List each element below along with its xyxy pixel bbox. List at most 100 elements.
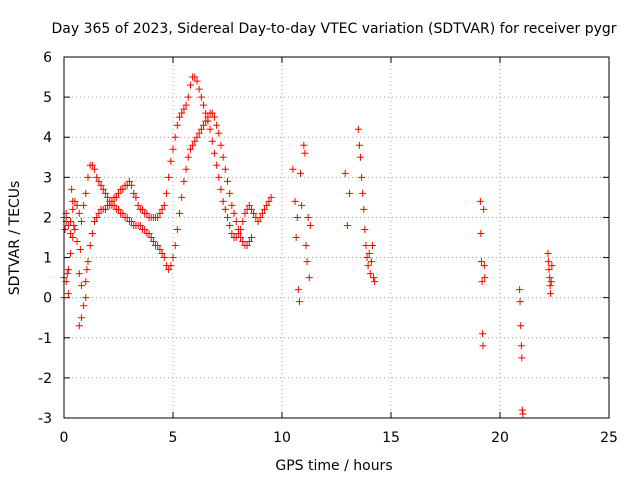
data-point <box>173 225 181 233</box>
data-point <box>115 189 122 197</box>
data-point <box>518 354 526 362</box>
data-point <box>160 201 168 209</box>
x-tick-label: 20 <box>491 430 509 446</box>
data-points <box>60 73 556 418</box>
data-point <box>165 173 173 181</box>
data-point <box>178 193 186 201</box>
data-point <box>130 189 138 197</box>
series-scattered-passes <box>60 125 556 418</box>
data-point <box>110 201 118 209</box>
data-point <box>356 153 364 161</box>
data-point <box>119 185 127 193</box>
data-point <box>195 85 203 93</box>
data-point <box>69 234 77 241</box>
chart-title: Day 365 of 2023, Sidereal Day-to-day VTE… <box>51 21 616 37</box>
data-point <box>99 185 107 193</box>
data-point <box>180 177 188 185</box>
data-point <box>354 125 362 133</box>
data-point <box>82 189 90 197</box>
data-point <box>289 165 297 173</box>
data-point <box>128 181 136 189</box>
data-point <box>154 242 162 250</box>
data-point <box>544 258 552 266</box>
data-point <box>224 213 231 221</box>
data-point <box>368 242 376 250</box>
data-point <box>82 294 90 302</box>
data-point <box>160 254 168 262</box>
data-point <box>182 165 190 173</box>
data-point <box>158 250 166 258</box>
data-point <box>69 205 77 213</box>
data-point <box>184 153 192 161</box>
data-point <box>478 278 486 286</box>
data-point <box>64 290 72 298</box>
data-point <box>76 246 84 254</box>
data-point <box>215 129 223 137</box>
data-point <box>291 197 299 205</box>
data-point <box>189 141 197 149</box>
data-point <box>346 189 354 197</box>
data-point <box>143 209 151 217</box>
data-point <box>479 342 487 350</box>
data-point <box>215 173 223 181</box>
x-tick-label: 10 <box>273 430 291 446</box>
data-point <box>167 262 175 270</box>
data-point <box>83 266 91 274</box>
data-point <box>197 125 205 133</box>
data-point <box>93 213 101 221</box>
data-point <box>136 221 144 229</box>
data-point <box>219 197 227 205</box>
data-point <box>73 201 81 209</box>
data-point <box>355 141 363 149</box>
data-point <box>293 213 301 221</box>
data-point <box>173 121 181 129</box>
data-point <box>193 133 201 141</box>
data-point <box>254 217 262 225</box>
data-point <box>77 314 85 322</box>
data-point <box>258 209 266 217</box>
data-point <box>119 209 127 217</box>
data-point <box>176 113 184 121</box>
y-tick-label: -3 <box>38 411 52 427</box>
data-point <box>206 125 214 133</box>
data-point <box>193 77 201 85</box>
data-point <box>300 141 308 149</box>
data-point <box>221 205 229 213</box>
data-point <box>195 129 203 137</box>
data-point <box>208 109 216 117</box>
data-point <box>295 298 303 306</box>
data-point <box>200 121 208 129</box>
data-point <box>167 157 175 165</box>
data-point <box>156 209 164 217</box>
data-point <box>261 205 269 213</box>
data-point <box>303 258 311 266</box>
data-point <box>256 213 264 221</box>
data-point <box>517 322 525 330</box>
data-point <box>477 229 485 237</box>
data-point <box>306 221 314 229</box>
data-point <box>169 254 177 262</box>
data-point <box>180 105 188 113</box>
x-axis-label: GPS time / hours <box>275 458 392 474</box>
x-tick-label: 25 <box>600 430 618 446</box>
data-point <box>67 250 75 258</box>
data-point <box>217 141 225 149</box>
data-point <box>239 238 247 246</box>
data-point <box>304 213 312 221</box>
data-point <box>186 81 194 89</box>
data-point <box>71 225 79 233</box>
data-point <box>297 169 305 177</box>
data-point <box>243 242 251 250</box>
data-point <box>341 169 349 177</box>
data-point <box>125 177 133 185</box>
data-point <box>123 213 131 221</box>
data-point <box>546 282 554 290</box>
data-point <box>86 242 94 250</box>
data-point <box>241 209 249 217</box>
data-point <box>263 201 271 209</box>
data-point <box>84 258 92 266</box>
data-point <box>265 197 273 205</box>
data-point <box>367 258 375 266</box>
data-point <box>176 209 184 217</box>
data-point <box>171 242 179 250</box>
